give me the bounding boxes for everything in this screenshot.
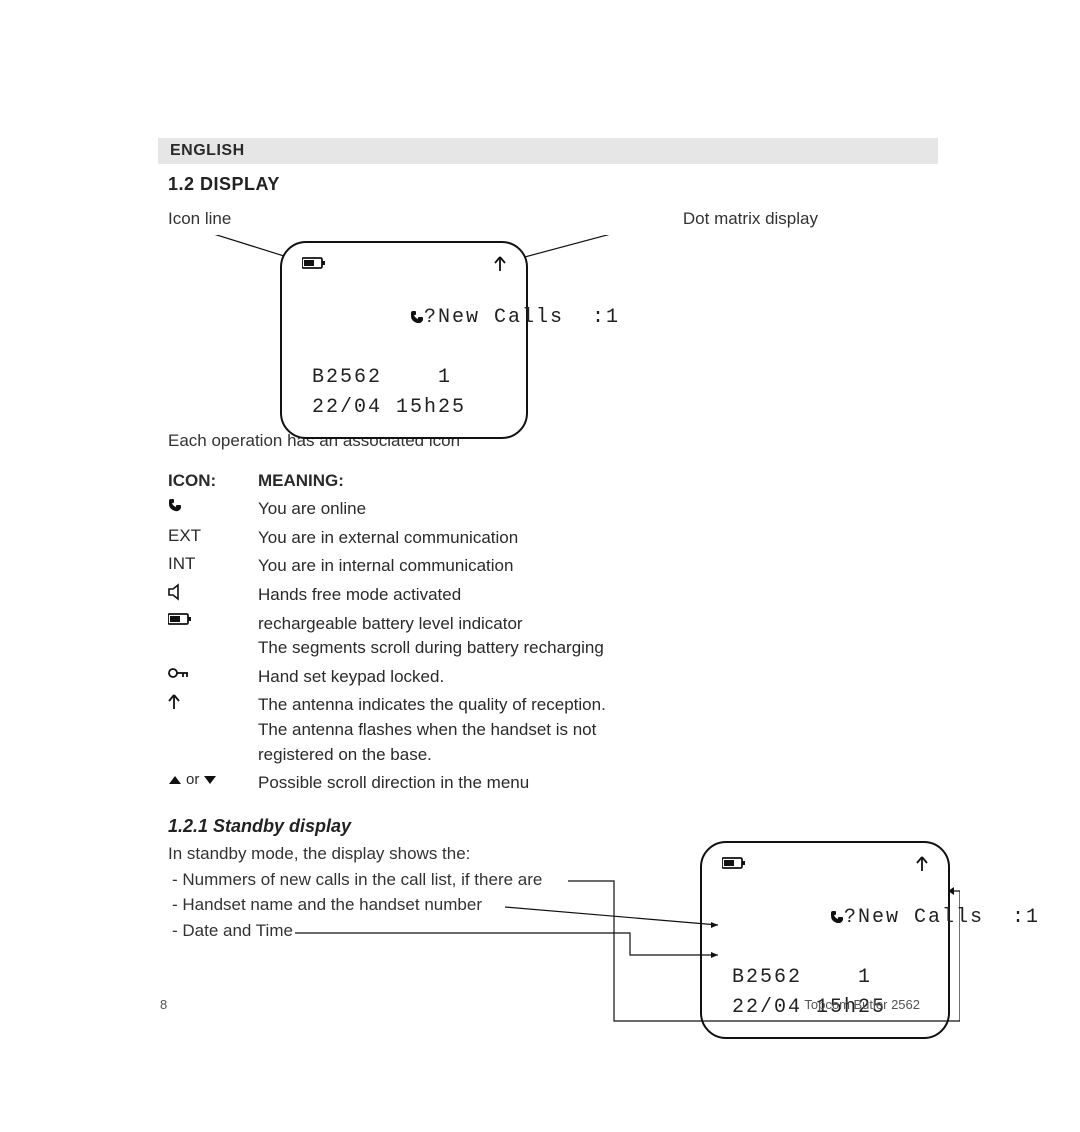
meaning-cell: You are online (258, 497, 920, 522)
lcd-line-1: ?New Calls :1 (718, 873, 932, 963)
meaning-cell: You are in internal communication (258, 554, 920, 579)
display-diagram: ?New Calls :1 B2562 1 22/04 15h25 (160, 235, 920, 425)
meaning-cell: Possible scroll direction in the menu (258, 771, 920, 796)
callout-labels: Icon line Dot matrix display (168, 209, 818, 229)
antenna-icon-cell (168, 693, 258, 711)
table-row: EXTYou are in external communication (168, 526, 920, 551)
meaning-cell: rechargeable battery level indicator The… (258, 612, 920, 661)
meaning-cell: The antenna indicates the quality of rec… (258, 693, 920, 767)
lcd-screen: ?New Calls :1 B2562 1 22/04 15h25 (280, 241, 528, 439)
page-footer: 8 Topcom Butler 2562 (160, 997, 920, 1012)
language-bar: ENGLISH (158, 138, 938, 164)
page-number: 8 (160, 997, 167, 1012)
phone-icon (410, 309, 424, 323)
subsection-title: 1.2.1 Standby display (168, 816, 920, 837)
antenna-icon (494, 255, 506, 271)
battery-icon (722, 856, 746, 870)
battery-icon-cell (168, 612, 258, 626)
product-name: Topcom Butler 2562 (804, 997, 920, 1012)
lcd-icon-row (718, 853, 932, 873)
lcd-line-2: B2562 1 (298, 363, 510, 393)
table-row: INTYou are in internal communication (168, 554, 920, 579)
speaker-icon-cell (168, 583, 258, 601)
intro-text: Each operation has an associated icon (168, 431, 920, 451)
icon-meaning-table: ICON: MEANING: You are onlineEXTYou are … (168, 471, 920, 796)
list-item: - Nummers of new calls in the call list,… (168, 867, 588, 893)
meaning-cell: Hands free mode activated (258, 583, 920, 608)
meaning-cell: Hand set keypad locked. (258, 665, 920, 690)
table-row: orPossible scroll direction in the menu (168, 771, 920, 796)
list-item: - Date and Time (168, 918, 588, 944)
th-icon: ICON: (168, 471, 258, 491)
key-icon-cell (168, 665, 258, 681)
table-row: Hands free mode activated (168, 583, 920, 608)
table-row: Hand set keypad locked. (168, 665, 920, 690)
label-icon-line: Icon line (168, 209, 231, 229)
label-dot-matrix: Dot matrix display (683, 209, 818, 229)
lcd-line-3: 22/04 15h25 (298, 393, 510, 423)
lcd-icon-row (298, 253, 510, 273)
arrows-icon-cell: or (168, 771, 258, 788)
table-row: rechargeable battery level indicator The… (168, 612, 920, 661)
section-title: 1.2 DISPLAY (168, 174, 920, 195)
EXT-icon-cell: EXT (168, 526, 258, 546)
meaning-cell: You are in external communication (258, 526, 920, 551)
th-meaning: MEANING: (258, 471, 344, 491)
phone-icon (830, 909, 844, 923)
lcd-line-1: ?New Calls :1 (298, 273, 510, 363)
lcd-line-2: B2562 1 (718, 963, 932, 993)
manual-page: ENGLISH 1.2 DISPLAY Icon line Dot matrix… (160, 138, 920, 1041)
table-row: You are online (168, 497, 920, 522)
list-item: - Handset name and the handset number (168, 892, 588, 918)
standby-intro: In standby mode, the display shows the: (168, 841, 588, 867)
phone-icon-cell (168, 497, 258, 513)
INT-icon-cell: INT (168, 554, 258, 574)
table-row: The antenna indicates the quality of rec… (168, 693, 920, 767)
antenna-icon (916, 855, 928, 871)
battery-icon (302, 256, 326, 270)
